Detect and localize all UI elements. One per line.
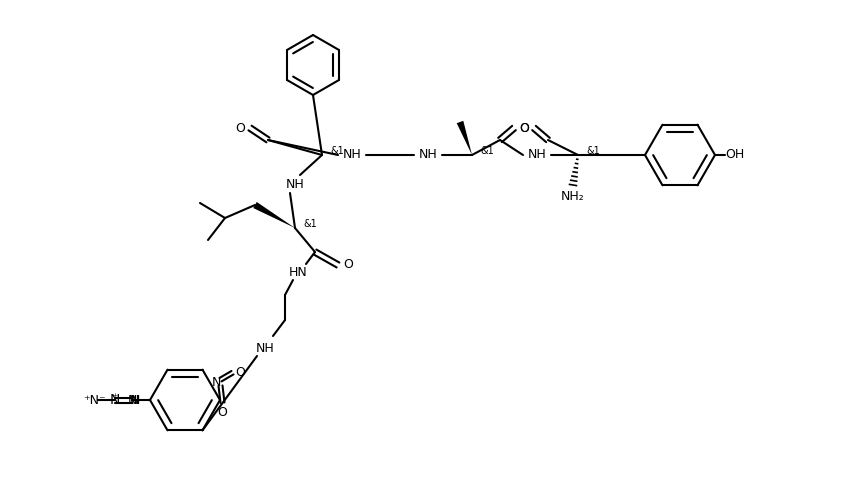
Text: NH: NH (528, 148, 546, 162)
Polygon shape (253, 202, 295, 228)
Text: N: N (129, 393, 138, 407)
Text: O: O (519, 121, 529, 135)
Text: &1: &1 (330, 146, 344, 156)
Text: O: O (235, 121, 245, 135)
Text: NH₂: NH₂ (561, 190, 585, 204)
Text: NH: NH (255, 342, 274, 354)
Text: ⁺: ⁺ (113, 393, 118, 403)
Text: NH: NH (342, 148, 361, 162)
Text: &1: &1 (586, 146, 599, 156)
Text: O: O (343, 258, 353, 272)
Text: &1: &1 (303, 219, 316, 229)
Text: NH: NH (286, 178, 304, 191)
Text: N: N (131, 393, 139, 407)
Text: N: N (212, 376, 221, 389)
Polygon shape (457, 121, 472, 155)
Text: N: N (127, 393, 137, 407)
Text: O: O (519, 121, 529, 135)
Text: OH: OH (725, 148, 745, 162)
Text: HN: HN (289, 266, 307, 279)
Text: O: O (236, 366, 245, 379)
Text: N: N (110, 393, 120, 407)
Text: &1: &1 (480, 146, 494, 156)
Text: O: O (218, 406, 227, 419)
Text: ⁺N⁻: ⁺N⁻ (83, 393, 105, 407)
Text: NH: NH (419, 148, 438, 162)
